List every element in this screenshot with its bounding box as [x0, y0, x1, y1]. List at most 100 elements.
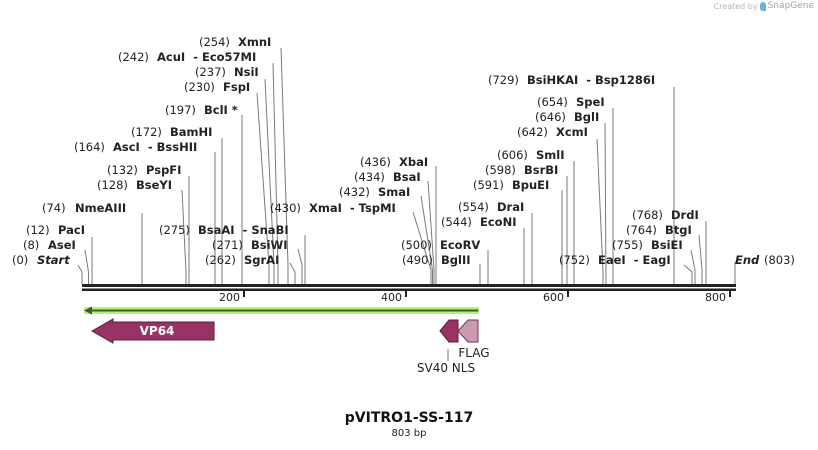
tick-200: 200: [219, 291, 240, 304]
site-xmai[interactable]: (430) XmaI - TspMI: [270, 201, 396, 215]
site-bamhi[interactable]: (172) BamHI: [131, 125, 212, 139]
site-bgli[interactable]: (646) BglI: [535, 110, 599, 124]
site-asci[interactable]: (164) AscI - BssHII: [74, 140, 197, 154]
svg-text:EaeI - EagI: EaeI - EagI: [598, 253, 671, 267]
site-bsaai[interactable]: (275) BsaAI - SnaBI: [159, 223, 289, 237]
svg-text:DrdI: DrdI: [671, 208, 699, 222]
site-bseyi[interactable]: (128) BseYI: [97, 178, 172, 192]
site-ecorv[interactable]: (500) EcoRV: [401, 238, 480, 252]
site-spei[interactable]: (654) SpeI: [537, 95, 605, 109]
site-asei[interactable]: (8) AseI: [23, 238, 76, 252]
svg-text:(500): (500): [401, 238, 432, 252]
svg-text:(752): (752): [559, 253, 590, 267]
site-drdi[interactable]: (768) DrdI: [632, 208, 699, 222]
credit-brand: SnapGene: [767, 1, 814, 11]
svg-text:(642): (642): [517, 125, 548, 139]
svg-text:(436): (436): [360, 155, 391, 169]
site-bsiei[interactable]: (755) BsiEI: [612, 238, 683, 252]
svg-text:SmaI: SmaI: [378, 185, 410, 199]
svg-text:BamHI: BamHI: [170, 125, 212, 139]
svg-text:(230): (230): [184, 80, 215, 94]
svg-text:(254): (254): [199, 35, 230, 49]
site-smai[interactable]: (432) SmaI: [339, 185, 410, 199]
svg-text:(8): (8): [23, 238, 39, 252]
svg-text:BsaAI - SnaBI: BsaAI - SnaBI: [198, 223, 289, 237]
site-bglii[interactable]: (490) BglII: [402, 253, 471, 267]
site-btgi[interactable]: (764) BtgI: [626, 223, 692, 237]
svg-text:(128): (128): [97, 178, 128, 192]
site-bsihkai[interactable]: (729) BsiHKAI - Bsp1286I: [488, 73, 655, 87]
svg-text:BtgI: BtgI: [665, 223, 692, 237]
plasmid-length: 803 bp: [391, 428, 427, 439]
site-fspi[interactable]: (230) FspI: [184, 80, 250, 94]
svg-text:BsiHKAI - Bsp1286I: BsiHKAI - Bsp1286I: [527, 73, 655, 87]
svg-text:BglII: BglII: [441, 253, 471, 267]
site-bsrbi[interactable]: (598) BsrBI: [485, 163, 558, 177]
site-paci[interactable]: (12) PacI: [26, 223, 85, 237]
site-xmni[interactable]: (254) XmnI: [199, 35, 271, 49]
site-nmeaiii[interactable]: (74) NmeAIII: [42, 201, 126, 215]
site-eaei[interactable]: (752) EaeI - EagI: [559, 253, 671, 267]
plasmid-name: pVITRO1-SS-117: [344, 410, 474, 426]
svg-text:(606): (606): [497, 148, 528, 162]
site-bsiwi[interactable]: (271) BsiWI: [212, 238, 288, 252]
site-sgrai[interactable]: (262) SgrAI: [205, 253, 279, 267]
site-pspfi[interactable]: (132) PspFI: [107, 163, 181, 177]
site-econi[interactable]: (544) EcoNI: [441, 215, 516, 229]
svg-text:NsiI: NsiI: [234, 65, 259, 79]
orf-arrow[interactable]: [84, 306, 479, 315]
feature-flag[interactable]: FLAG: [457, 319, 490, 360]
tick-400: 400: [381, 291, 402, 304]
svg-text:(0): (0): [12, 253, 28, 267]
svg-text:BsaI: BsaI: [393, 170, 421, 184]
svg-text:(12): (12): [26, 223, 50, 237]
svg-text:(729): (729): [488, 73, 519, 87]
svg-text:AseI: AseI: [48, 238, 76, 252]
tick-600: 600: [543, 291, 564, 304]
svg-text:SgrAI: SgrAI: [244, 253, 279, 267]
site-acui[interactable]: (242) AcuI - Eco57MI: [118, 50, 256, 64]
svg-text:(591): (591): [473, 178, 504, 192]
svg-text:XcmI: XcmI: [556, 125, 588, 139]
svg-text:(598): (598): [485, 163, 516, 177]
feature-vp64[interactable]: VP64: [90, 318, 215, 344]
snapgene-credit: Created by SnapGene: [714, 1, 814, 11]
svg-text:BsrBI: BsrBI: [524, 163, 558, 177]
svg-text:(646): (646): [535, 110, 566, 124]
svg-text:BsiEI: BsiEI: [651, 238, 683, 252]
site-leader-lines: [77, 47, 736, 285]
svg-text:(262): (262): [205, 253, 236, 267]
site-bpuei[interactable]: (591) BpuEI: [473, 178, 549, 192]
flag-label: FLAG: [458, 346, 489, 360]
site-smli[interactable]: (606) SmlI: [497, 148, 565, 162]
svg-text:(275): (275): [159, 223, 190, 237]
svg-text:BglI: BglI: [574, 110, 599, 124]
site-drai[interactable]: (554) DraI: [458, 200, 524, 214]
site-bsai[interactable]: (434) BsaI: [354, 170, 421, 184]
svg-text:(237): (237): [195, 65, 226, 79]
svg-text:(430): (430): [270, 201, 301, 215]
site-start[interactable]: (0) Start: [12, 253, 70, 267]
site-bcli[interactable]: (197) BclI *: [165, 103, 238, 117]
svg-text:EcoNI: EcoNI: [480, 215, 516, 229]
site-end[interactable]: End (803): [735, 253, 795, 267]
site-xbai[interactable]: (436) XbaI: [360, 155, 428, 169]
svg-text:End: End: [735, 253, 760, 267]
svg-text:(803): (803): [764, 253, 795, 267]
site-labels: (0) Start (8) AseI (12) PacI (74) NmeAIII (1…: [12, 35, 795, 267]
svg-text:AcuI - Eco57MI: AcuI - Eco57MI: [157, 50, 256, 64]
svg-text:(271): (271): [212, 238, 243, 252]
site-nsii[interactable]: (237) NsiI: [195, 65, 259, 79]
scale-ticks: 200 400 600 800: [219, 290, 731, 304]
svg-text:(764): (764): [626, 223, 657, 237]
svg-text:(768): (768): [632, 208, 663, 222]
vp64-label: VP64: [140, 324, 175, 338]
site-xcmi[interactable]: (642) XcmI: [517, 125, 588, 139]
svg-text:(132): (132): [107, 163, 138, 177]
svg-text:(164): (164): [74, 140, 105, 154]
svg-text:(544): (544): [441, 215, 472, 229]
svg-text:BpuEI: BpuEI: [512, 178, 549, 192]
svg-text:(654): (654): [537, 95, 568, 109]
svg-text:SpeI: SpeI: [576, 95, 605, 109]
